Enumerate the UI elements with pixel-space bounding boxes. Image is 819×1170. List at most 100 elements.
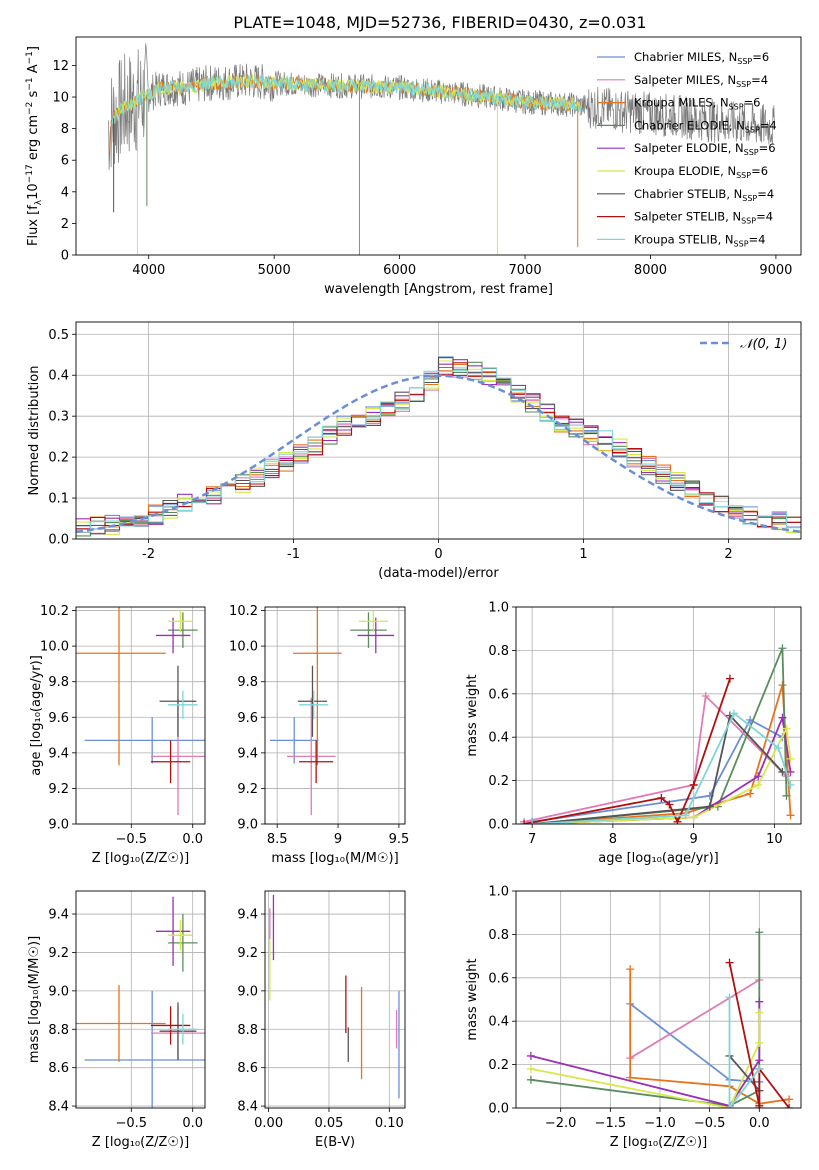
legend-entry: Salpeter MILES, NSSP=4 — [634, 73, 768, 89]
y-axis-label-part: −1 — [25, 51, 35, 64]
series-marker — [786, 754, 795, 763]
x-tick-label: 0.05 — [314, 1116, 343, 1131]
y-tick-label: 0.6 — [488, 971, 509, 986]
y-tick-label: 10.0 — [40, 640, 69, 655]
series-marker — [701, 691, 710, 700]
spectrum-model-line — [111, 74, 582, 127]
legend-tail: =4 — [757, 187, 774, 201]
series-marker — [755, 1101, 764, 1108]
y-axis-label: age [log₁₀(age/yr)] — [29, 655, 44, 776]
y-tick-label: 9.4 — [237, 746, 258, 761]
legend-sub: SSP — [741, 217, 756, 226]
series-marker — [689, 780, 698, 789]
x-tick-label: -2 — [142, 547, 155, 562]
axes-frame — [515, 606, 802, 825]
axes-frame — [75, 606, 206, 825]
plot-area — [526, 928, 794, 1108]
legend-tail: =4 — [760, 118, 777, 132]
x-axis-label: Z [log₁₀(Z/Z☉)] — [92, 851, 189, 866]
series-marker — [755, 928, 764, 937]
legend-entry: Salpeter STELIB, NSSP=4 — [634, 210, 773, 226]
series-marker — [778, 767, 787, 776]
x-tick-label: 0.0 — [182, 832, 203, 847]
plot-area — [76, 607, 205, 816]
legend-tail: =6 — [759, 141, 776, 155]
y-tick-label: 0.8 — [488, 928, 509, 943]
y-tick-label: 12 — [52, 59, 69, 74]
y-tick-label: 8.4 — [48, 1100, 69, 1115]
spectrum-data-line — [108, 43, 775, 170]
x-tick-label: 0.0 — [749, 1116, 770, 1131]
series-marker — [778, 713, 787, 722]
series-marker — [725, 993, 734, 1002]
x-axis-label: Z [log₁₀(Z/Z☉)] — [92, 1135, 189, 1150]
y-tick-label: 1.0 — [488, 601, 509, 616]
series-line — [532, 714, 792, 824]
x-axis-label: Z [log₁₀(Z/Z☉)] — [610, 1135, 707, 1150]
legend-tail: =4 — [749, 232, 766, 246]
y-tick-label: 4 — [61, 185, 69, 200]
series-marker — [786, 780, 795, 789]
panel-mass_vs_Z: −0.5 0.0 8.4 8.6 8.8 9.0 9.2 9.4 Z [log₁₀(Z/Z☉)]… — [27, 890, 206, 1150]
y-tick-label: 9.2 — [237, 946, 258, 961]
y-axis-label-part: −17 — [25, 164, 35, 183]
series-marker — [520, 820, 529, 824]
panel-spectrum: 4000 5000 6000 7000 8000 9000 0 2 4 6 8 10 12 wavelen… — [25, 36, 802, 297]
x-tick-label: 9000 — [759, 263, 792, 278]
y-tick-label: 9.6 — [237, 711, 258, 726]
series-marker — [746, 789, 755, 798]
x-tick-label: −2.0 — [545, 1116, 577, 1131]
y-tick-label: 10.2 — [40, 604, 69, 619]
plot-area — [269, 607, 395, 816]
y-axis-label-part: ] — [26, 46, 41, 51]
legend-tail: =4 — [756, 210, 773, 224]
y-tick-label: 0.6 — [488, 687, 509, 702]
legend-sub: SSP — [742, 194, 757, 203]
y-tick-label: 9.0 — [237, 984, 258, 999]
y-axis-label-part: A — [26, 64, 41, 77]
x-tick-label: 0 — [434, 547, 442, 562]
figure-title: PLATE=1048, MJD=52736, FIBERID=0430, z=0… — [233, 13, 646, 32]
series-marker — [786, 811, 795, 820]
series-marker — [755, 1056, 764, 1065]
series-marker — [657, 793, 666, 802]
series-line — [728, 997, 761, 1108]
y-tick-label: 9.0 — [48, 818, 69, 833]
x-tick-label: 6000 — [383, 263, 416, 278]
x-tick-label: 9.5 — [389, 832, 410, 847]
axes-frame — [75, 36, 802, 256]
axes-frame — [515, 890, 802, 1109]
histogram-step — [76, 367, 801, 533]
series-line — [531, 718, 783, 823]
y-tick-label: 0.4 — [488, 731, 509, 746]
x-tick-label: 4000 — [132, 263, 165, 278]
y-tick-label: 9.8 — [48, 675, 69, 690]
y-tick-label: 10 — [52, 91, 69, 106]
y-axis-label: mass [log₁₀(M/M☉)] — [27, 936, 42, 1063]
y-axis-label: Flux [fλ10−17 erg cm−2 s−1 A−1] — [25, 46, 44, 246]
series-marker — [725, 958, 734, 967]
series-marker — [785, 1095, 794, 1104]
x-tick-label: −1.0 — [644, 1116, 676, 1131]
x-tick-label: 8 — [609, 832, 617, 847]
x-axis-label: (data-model)/error — [378, 566, 499, 581]
x-axis-label: age [log₁₀(age/yr)] — [598, 851, 719, 866]
y-tick-label: 9.0 — [237, 818, 258, 833]
y-tick-label: 9.8 — [237, 675, 258, 690]
legend-label: Kroupa ELODIE, N — [634, 164, 736, 178]
y-tick-label: 8.6 — [48, 1061, 69, 1076]
x-tick-label: −1.5 — [595, 1116, 627, 1131]
y-tick-label: 8.8 — [237, 1023, 258, 1038]
series-marker — [725, 1104, 734, 1108]
series-marker — [725, 674, 734, 683]
series-marker — [526, 1075, 535, 1084]
y-axis-label-part: Flux [f — [26, 205, 41, 246]
plot-area — [520, 644, 795, 824]
legend-label: Salpeter ELODIE, N — [634, 141, 744, 155]
x-tick-label: 10 — [766, 832, 783, 847]
y-tick-label: 9.4 — [48, 746, 69, 761]
x-tick-label: 9 — [689, 832, 697, 847]
series-marker — [626, 965, 635, 974]
y-tick-label: 0.0 — [48, 533, 69, 548]
